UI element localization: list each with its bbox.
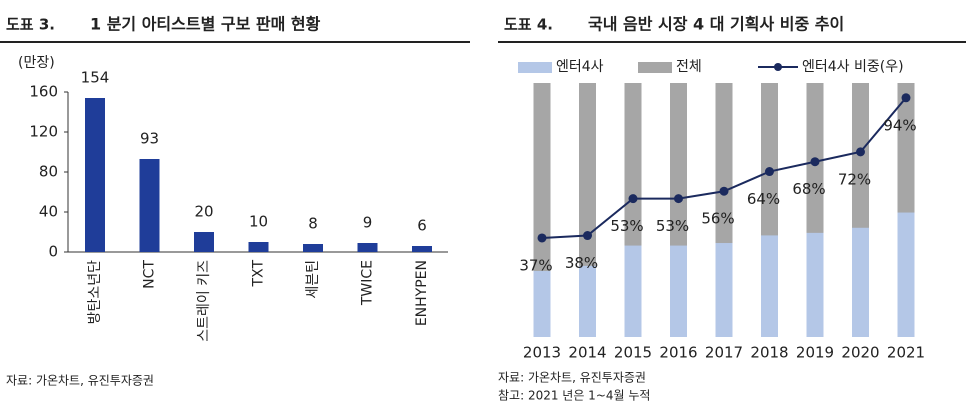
bar bbox=[761, 235, 778, 337]
bar bbox=[412, 246, 432, 252]
bar bbox=[715, 243, 733, 337]
x-tick-label: 2013 bbox=[523, 344, 561, 362]
point bbox=[537, 233, 547, 243]
data-label: 64% bbox=[747, 190, 780, 208]
figure-label: 도표 4. bbox=[504, 16, 553, 34]
data-label: 10 bbox=[249, 213, 268, 231]
x-tick-label: 2017 bbox=[705, 344, 743, 362]
x-tick-label: TWICE bbox=[360, 260, 376, 306]
point bbox=[674, 194, 683, 204]
data-label: 9 bbox=[363, 214, 373, 232]
point bbox=[765, 167, 774, 177]
x-tick-label: 2019 bbox=[796, 344, 834, 362]
x-tick-label: 스트레이 키즈 bbox=[196, 260, 212, 342]
bar bbox=[533, 270, 551, 337]
y-tick-label: 0 bbox=[48, 243, 58, 261]
legend-label: 전체 bbox=[676, 59, 702, 75]
point bbox=[628, 194, 638, 204]
point bbox=[856, 147, 865, 157]
data-label: 37% bbox=[519, 256, 552, 274]
x-tick-label: 방탄소년단 bbox=[87, 260, 103, 325]
y-tick-label: 40 bbox=[39, 203, 58, 221]
bar bbox=[624, 245, 642, 337]
legend-label: 엔터4사 비중(우) bbox=[802, 59, 904, 75]
bar bbox=[579, 265, 596, 337]
legend-marker bbox=[774, 63, 782, 71]
figure-label: 도표 3. bbox=[6, 16, 55, 34]
data-label: 56% bbox=[701, 210, 734, 228]
bar bbox=[670, 245, 687, 337]
data-label: 68% bbox=[792, 180, 825, 198]
bar bbox=[248, 242, 269, 252]
x-tick-label: TXT bbox=[251, 260, 267, 288]
data-label: 154 bbox=[81, 69, 110, 87]
point bbox=[583, 231, 592, 241]
bar bbox=[806, 232, 824, 337]
x-tick-label: 2014 bbox=[568, 344, 606, 362]
legend-swatch bbox=[638, 62, 672, 73]
legend-swatch bbox=[518, 62, 552, 73]
bar bbox=[897, 212, 915, 337]
point bbox=[901, 93, 911, 103]
y-tick-label: 80 bbox=[39, 163, 58, 181]
data-label: 72% bbox=[838, 170, 871, 188]
data-label: 94% bbox=[883, 116, 916, 134]
x-tick-label: 2016 bbox=[659, 344, 697, 362]
bar bbox=[139, 159, 160, 252]
point bbox=[810, 157, 820, 167]
y-axis-label: (만장) bbox=[18, 55, 55, 71]
x-tick-label: 2015 bbox=[614, 344, 652, 362]
y-tick-label: 160 bbox=[29, 83, 58, 101]
x-tick-label: ENHYPEN bbox=[414, 260, 430, 326]
point bbox=[719, 186, 729, 196]
x-tick-label: 2020 bbox=[841, 344, 879, 362]
data-label: 53% bbox=[610, 217, 643, 235]
legend-label: 엔터4사 bbox=[556, 59, 604, 75]
data-label: 20 bbox=[194, 203, 213, 221]
data-label: 53% bbox=[656, 217, 689, 235]
x-tick-label: 2021 bbox=[887, 344, 925, 362]
chart-title: 국내 음반 시장 4 대 기획사 비중 추이 bbox=[588, 15, 844, 34]
x-tick-label: 2018 bbox=[750, 344, 788, 362]
data-label: 38% bbox=[565, 254, 598, 272]
bar bbox=[303, 244, 323, 252]
bar bbox=[357, 243, 378, 252]
x-tick-label: NCT bbox=[142, 260, 158, 289]
data-label: 93 bbox=[140, 130, 159, 148]
note: 참고: 2021 년은 1~4월 누적 bbox=[498, 389, 650, 403]
bar bbox=[852, 227, 869, 337]
source: 자료: 가온차트, 유진투자증권 bbox=[6, 374, 154, 388]
x-tick-label: 세븐틴 bbox=[305, 260, 321, 299]
y-tick-label: 120 bbox=[29, 123, 58, 141]
bar bbox=[85, 98, 105, 252]
data-label: 8 bbox=[308, 215, 318, 233]
bar bbox=[194, 232, 214, 252]
chart-title: 1 분기 아티스트별 구보 판매 현황 bbox=[90, 15, 321, 34]
data-label: 6 bbox=[417, 217, 427, 235]
source: 자료: 가온차트, 유진투자증권 bbox=[498, 371, 646, 385]
